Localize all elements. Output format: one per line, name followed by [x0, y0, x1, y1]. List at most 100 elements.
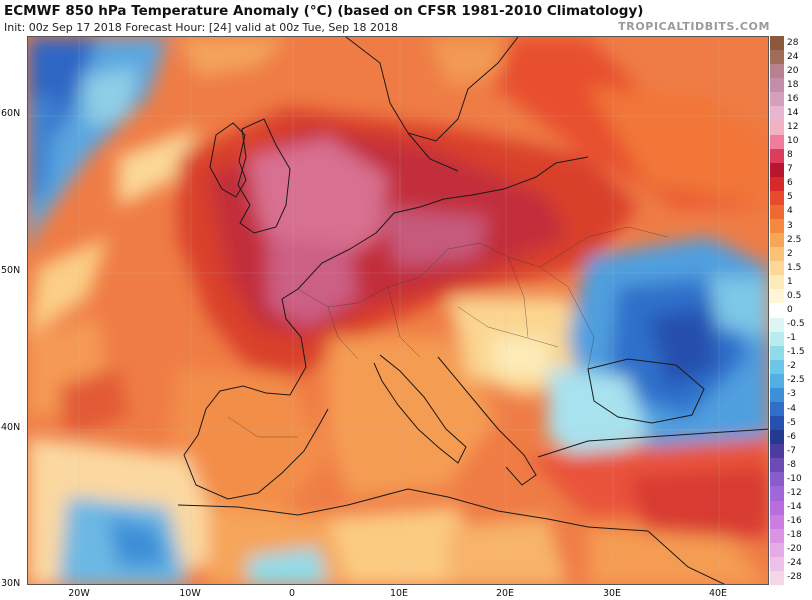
legend-label: -7	[787, 445, 796, 456]
legend-swatch	[770, 148, 784, 163]
legend-label: 0	[787, 304, 793, 315]
legend-row: -14	[770, 500, 812, 515]
legend-swatch	[770, 514, 784, 529]
legend-row: 18	[770, 78, 812, 93]
legend-swatch	[770, 373, 784, 388]
legend-swatch	[770, 387, 784, 402]
legend-row: 12	[770, 120, 812, 135]
legend-label: 28	[787, 37, 799, 48]
lon-label-10e: 10E	[389, 588, 409, 599]
legend-swatch	[770, 190, 784, 205]
legend-label: -16	[787, 516, 802, 527]
legend-label: 24	[787, 51, 799, 62]
legend-swatch	[770, 486, 784, 501]
legend-row: -3	[770, 387, 812, 402]
legend-row: -2.5	[770, 373, 812, 388]
legend-label: -1.5	[787, 347, 805, 358]
legend-label: 8	[787, 150, 793, 161]
legend-swatch	[770, 78, 784, 93]
legend-label: 7	[787, 164, 793, 175]
legend-label: -4	[787, 403, 796, 414]
legend-row: 6	[770, 176, 812, 191]
legend-label: -5	[787, 417, 796, 428]
chart-title: ECMWF 850 hPa Temperature Anomaly (°C) (…	[4, 3, 644, 19]
init-forecast-info: Init: 00z Sep 17 2018 Forecast Hour: [24…	[4, 21, 399, 34]
legend-swatch	[770, 289, 784, 304]
legend-swatch	[770, 50, 784, 65]
legend-swatch	[770, 500, 784, 515]
country-borders	[227, 226, 669, 438]
legend-label: 14	[787, 107, 799, 118]
legend-row: -5	[770, 416, 812, 431]
legend-swatch	[770, 120, 784, 135]
legend-row: 24	[770, 50, 812, 65]
legend-row: 2.5	[770, 233, 812, 248]
legend-swatch	[770, 92, 784, 107]
legend-label: 4	[787, 206, 793, 217]
lon-label-10w: 10W	[179, 588, 201, 599]
legend-swatch	[770, 570, 784, 585]
legend-swatch	[770, 261, 784, 276]
lon-label-0: 0	[288, 588, 296, 599]
legend-swatch	[770, 134, 784, 149]
temperature-anomaly-map	[28, 37, 768, 584]
legend-swatch	[770, 331, 784, 346]
legend-swatch	[770, 64, 784, 79]
legend-label: 20	[787, 65, 799, 76]
legend-swatch	[770, 233, 784, 248]
legend-swatch	[770, 317, 784, 332]
legend-swatch	[770, 219, 784, 234]
legend-row: 16	[770, 92, 812, 107]
legend-swatch	[770, 359, 784, 374]
legend-swatch	[770, 416, 784, 431]
legend-row: -10	[770, 472, 812, 487]
legend-label: 6	[787, 178, 793, 189]
legend-label: -10	[787, 473, 802, 484]
legend-label: 18	[787, 79, 799, 90]
legend-swatch	[770, 162, 784, 177]
legend-label: -12	[787, 487, 802, 498]
header: ECMWF 850 hPa Temperature Anomaly (°C) (…	[0, 0, 812, 36]
legend-label: -18	[787, 530, 802, 541]
legend-row: -1.5	[770, 345, 812, 360]
legend-row: 8	[770, 148, 812, 163]
lon-label-40e: 40E	[708, 588, 728, 599]
legend-row: -20	[770, 542, 812, 557]
legend-row: 28	[770, 36, 812, 51]
legend-row: 10	[770, 134, 812, 149]
legend-swatch	[770, 444, 784, 459]
lon-label-30e: 30E	[602, 588, 622, 599]
legend-label: -24	[787, 558, 802, 569]
legend-row: -0.5	[770, 317, 812, 332]
legend-row: -2	[770, 359, 812, 374]
legend-swatch	[770, 204, 784, 219]
legend-swatch	[770, 176, 784, 191]
map-panel	[27, 36, 769, 585]
legend-label: 1.5	[787, 262, 802, 273]
legend-label: 2	[787, 248, 793, 259]
legend-row: 2	[770, 247, 812, 262]
legend-row: 14	[770, 106, 812, 121]
lon-label-20e: 20E	[495, 588, 515, 599]
lat-label-60n: 60N	[1, 108, 21, 119]
legend-row: 20	[770, 64, 812, 79]
legend-label: -2	[787, 361, 796, 372]
legend-label: 0.5	[787, 290, 802, 301]
legend-row: -24	[770, 556, 812, 571]
legend-label: -14	[787, 502, 802, 513]
legend-row: -7	[770, 444, 812, 459]
legend-label: -6	[787, 431, 796, 442]
legend-label: 16	[787, 93, 799, 104]
legend-row: -4	[770, 402, 812, 417]
legend-row: -6	[770, 430, 812, 445]
lat-label-40n: 40N	[1, 422, 21, 433]
legend-swatch	[770, 458, 784, 473]
lon-label-20w: 20W	[68, 588, 90, 599]
brand-watermark: TROPICALTIDBITS.COM	[618, 20, 770, 33]
legend-swatch	[770, 472, 784, 487]
lat-label-50n: 50N	[1, 265, 21, 276]
legend-swatch	[770, 542, 784, 557]
legend-row: -12	[770, 486, 812, 501]
legend-label: -1	[787, 333, 796, 344]
legend-row: 4	[770, 204, 812, 219]
